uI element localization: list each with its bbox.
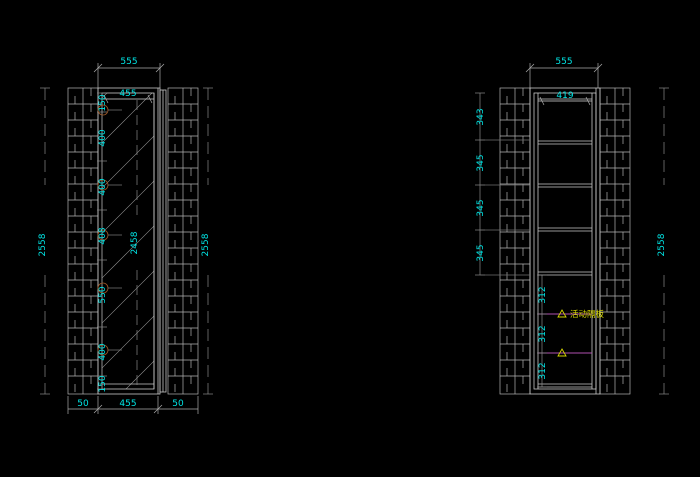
left-center-dimension-text: 2458: [130, 231, 140, 254]
right-outer-left-dimension: [659, 87, 669, 395]
left-wall-hatch-right: [167, 87, 199, 395]
left-outer-left-dimension-text: 2558: [38, 233, 48, 256]
left-elevation-group: 2558 2558 555: [38, 57, 213, 414]
left-wall-hatch-left: [67, 87, 99, 395]
left-shelf-pin-markers: [97, 104, 122, 356]
left-top-dimension-line: [93, 63, 165, 88]
left-vdim-2: 400: [98, 178, 108, 195]
left-top-dimension-text: 555: [120, 57, 137, 67]
left-vdim-4: 550: [98, 286, 108, 303]
left-outer-right-dimension-text: 2558: [201, 233, 211, 256]
right-vdim-upper-1: 345: [476, 154, 486, 171]
left-vdim-1: 400: [98, 129, 108, 146]
right-vdim-upper-2: 345: [476, 199, 486, 216]
right-top-dimension-line: [525, 63, 603, 88]
movable-shelf-triangle-icon-2: [557, 348, 567, 357]
left-vdim-6: 150: [98, 375, 108, 392]
left-vertical-dimension-chain: [97, 92, 107, 390]
right-outer-right-dimension-text: 2558: [657, 233, 667, 256]
right-top-dimension-text: 555: [555, 57, 572, 67]
right-vdim-lower-0: 312: [538, 286, 548, 303]
movable-shelf-annotation-label: 活动隔板: [570, 309, 605, 320]
left-inner-top-dimension-text: 455: [119, 89, 136, 99]
right-wall-hatch-left: [499, 87, 531, 395]
left-bottom-dim-1: 455: [119, 399, 136, 409]
left-vdim-3: 408: [98, 227, 108, 244]
left-outer-left-dimension: [40, 87, 50, 395]
left-vdim-5: 400: [98, 343, 108, 360]
right-vdim-upper-0: 343: [476, 108, 486, 125]
left-cabinet-carcass: [97, 87, 167, 395]
right-vertical-dimension-chain-upper: [475, 92, 530, 276]
right-vdim-lower-2: 312: [538, 362, 548, 379]
right-vertical-dimension-chain-lower: [537, 274, 547, 388]
movable-shelf-triangle-icon-1: [557, 309, 567, 318]
right-inner-top-dimension-line: [539, 96, 591, 106]
left-inner-top-dimension-line: [103, 94, 153, 104]
left-bottom-dim-0: 50: [77, 399, 89, 409]
left-bottom-dimension-line: [67, 396, 199, 414]
left-outer-right-dimension: [203, 87, 213, 395]
right-vdim-lower-1: 312: [538, 325, 548, 342]
right-cabinet-carcass: [529, 87, 601, 395]
right-inner-top-dimension-text: 419: [556, 91, 573, 101]
right-elevation-group: 2558 555: [475, 57, 669, 395]
left-bottom-dim-2: 50: [172, 399, 184, 409]
left-vdim-0: 150: [98, 94, 108, 111]
right-vdim-upper-3: 345: [476, 244, 486, 261]
